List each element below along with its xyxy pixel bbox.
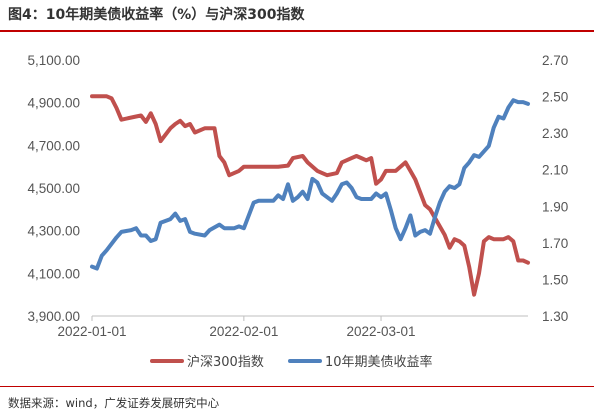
left-axis-tick-label: 4,900.00: [27, 96, 80, 111]
right-axis-tick-label: 2.70: [542, 53, 568, 68]
legend-label: 沪深300指数: [187, 354, 264, 370]
x-axis-ticks: 2022-01-01 2022-02-01 2022-03-01: [57, 316, 416, 339]
series-line-csi300: [90, 94, 530, 297]
left-axis-tick-label: 4,100.00: [27, 266, 80, 281]
right-axis-tick-label: 1.70: [542, 236, 568, 251]
left-axis-ticks: 5,100.00 4,900.00 4,700.00 4,500.00 4,300.00…: [27, 53, 80, 324]
left-axis-tick-label: 5,100.00: [27, 53, 80, 68]
right-axis-tick-label: 1.90: [542, 199, 568, 214]
footer-rule: [0, 386, 594, 387]
right-axis-tick-label: 2.30: [542, 126, 568, 141]
left-axis-tick-label: 3,900.00: [27, 309, 80, 324]
right-axis-tick-label: 1.30: [542, 309, 568, 324]
left-axis-tick-label: 4,500.00: [27, 181, 80, 196]
source-note: 数据来源：wind，广发证券发展研究中心: [8, 396, 220, 410]
series-group: [90, 94, 530, 297]
legend: 沪深300指数 10年期美债收益率: [150, 354, 433, 370]
right-axis-tick-label: 2.50: [542, 90, 568, 105]
right-axis-tick-label: 1.50: [542, 272, 568, 287]
x-axis-tick-label: 2022-01-01: [57, 324, 126, 339]
left-axis-tick-label: 4,700.00: [27, 138, 80, 153]
right-axis-tick-label: 2.10: [542, 163, 568, 178]
x-axis-tick-label: 2022-03-01: [347, 324, 416, 339]
series-line-ust10y: [90, 98, 530, 271]
right-axis-ticks: 2.70 2.50 2.30 2.10 1.90 1.70 1.50 1.30: [542, 53, 568, 324]
left-axis-tick-label: 4,300.00: [27, 224, 80, 239]
title-rule: [0, 30, 594, 32]
legend-label: 10年期美债收益率: [325, 354, 433, 370]
x-axis-tick-label: 2022-02-01: [209, 324, 278, 339]
figure-title: 图4：10年期美债收益率（%）与沪深300指数: [8, 7, 305, 23]
